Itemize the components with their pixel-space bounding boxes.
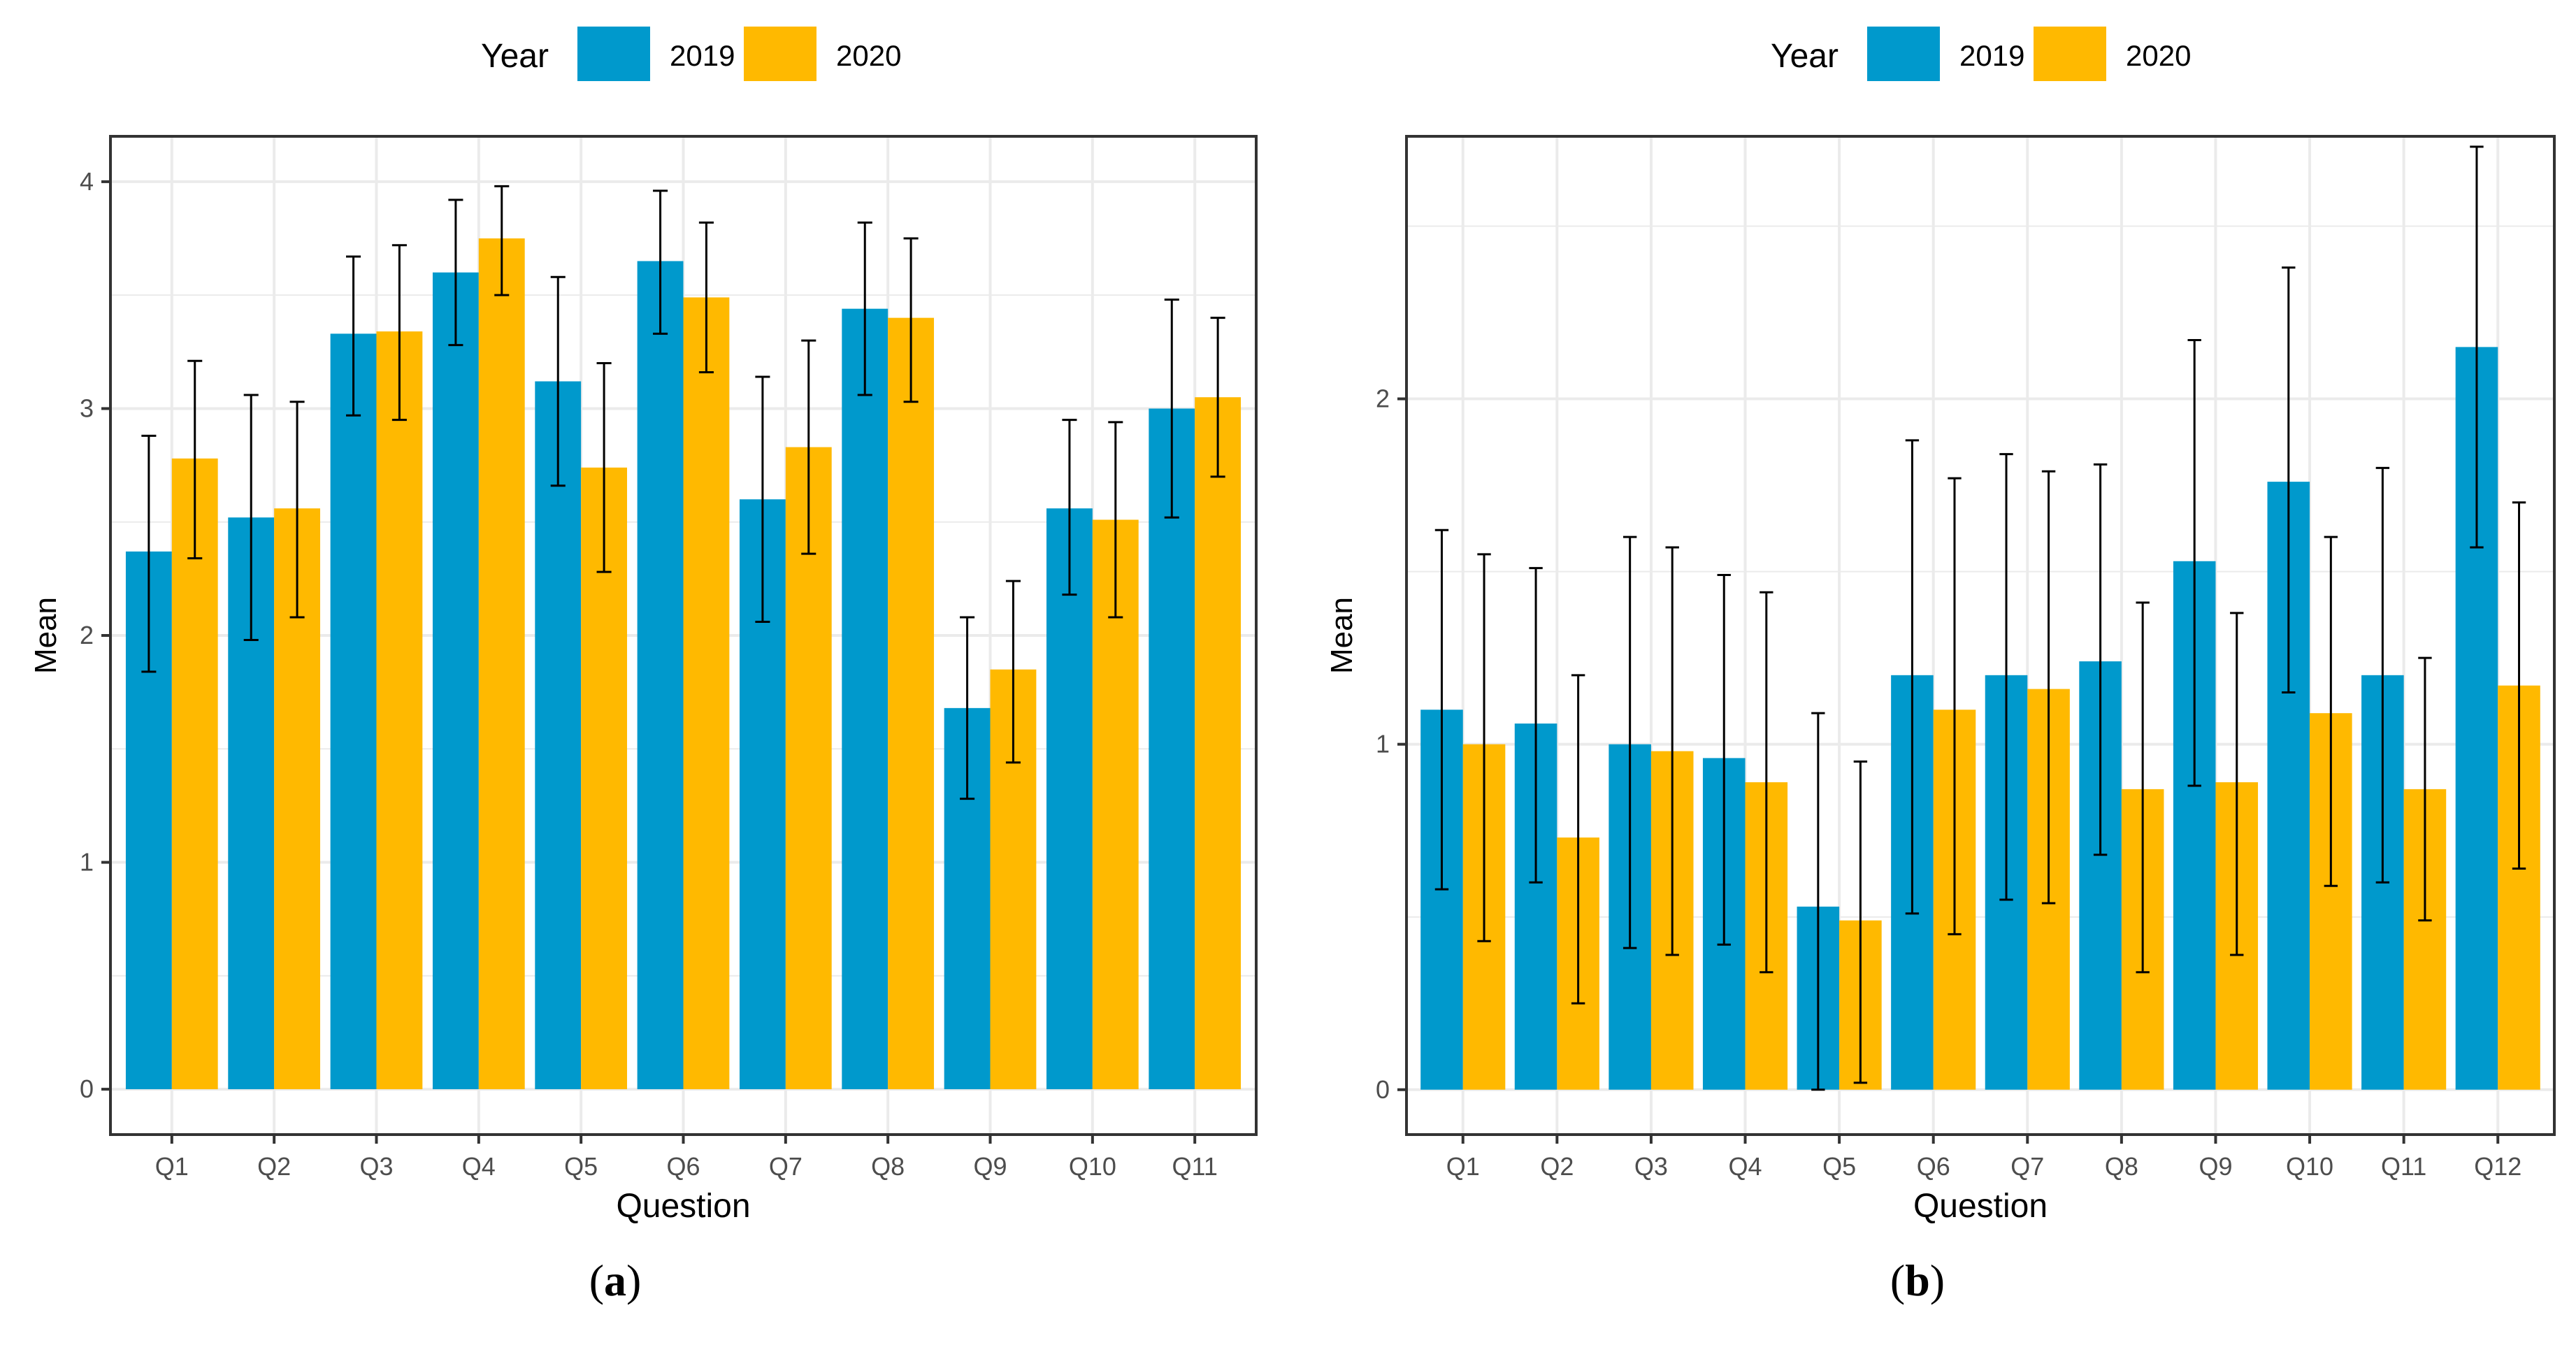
bar-2020-q6 [683,297,730,1090]
bar-2019-q10 [1046,508,1093,1090]
y-tick-label: 2 [1376,384,1390,413]
x-tick-label-q2: Q2 [1540,1152,1574,1181]
bar-2019-q5 [535,381,582,1090]
y-tick-label: 1 [1376,730,1390,758]
x-axis: Q1 Q2 Q3 Q4 Q5 Q6 Q7 Q8 Q9 Q10 Q11 Q12 Question [1446,1135,2521,1225]
x-tick-label-q8: Q8 [871,1152,905,1181]
legend-key-2020 [744,27,816,81]
legend-label-2020: 2020 [2126,39,2191,72]
x-tick-label-q3: Q3 [359,1152,393,1181]
x-tick-label-q9: Q9 [2199,1152,2232,1181]
x-axis: Q1 Q2 Q3 Q4 Q5 Q6 Q7 Q8 Q9 Q10 Q11 Question [155,1135,1218,1225]
x-axis-title: Question [616,1188,750,1225]
y-tick-label: 1 [80,848,94,877]
bar-2019-q11 [1149,408,1195,1090]
y-tick-label: 2 [80,621,94,649]
y-axis: 0 1 2 Mean [1325,384,1406,1104]
legend-key-2020 [2034,27,2106,81]
caption-b: (b) [1890,1256,1945,1305]
bar-2019-q3 [330,333,377,1090]
legend: Year 2019 2020 [481,27,901,81]
y-tick-label: 3 [80,394,94,422]
legend-label-2019: 2019 [1959,39,2024,72]
x-tick-label-q2: Q2 [257,1152,291,1181]
legend-title: Year [481,38,549,75]
x-tick-label-q5: Q5 [1822,1152,1856,1181]
x-tick-label-q11: Q11 [1172,1152,1218,1181]
chart-a: 0 1 2 3 4 Mean Q1 Q2 Q3 Q4 Q5 Q6 Q7 Q8 Q9 Q10 Q11 Questio… [29,27,1258,1225]
y-axis-title: Mean [29,597,63,674]
caption-a-letter: a [604,1256,626,1305]
x-tick-label-q7: Q7 [2010,1152,2044,1181]
x-tick-label-q10: Q10 [1069,1152,1116,1181]
caption-b-letter: b [1905,1256,1930,1305]
x-tick-label-q1: Q1 [155,1152,189,1181]
bar-2019-q4 [432,272,479,1090]
x-tick-label-q5: Q5 [564,1152,598,1181]
x-axis-title: Question [1913,1188,2048,1225]
x-tick-label-q11: Q11 [2381,1152,2426,1181]
y-tick-label: 0 [80,1074,94,1103]
x-tick-label-q3: Q3 [1634,1152,1668,1181]
x-tick-label-q7: Q7 [769,1152,803,1181]
y-axis-title: Mean [1325,597,1359,674]
x-tick-label-q9: Q9 [974,1152,1007,1181]
legend: Year 2019 2020 [1771,27,2191,81]
legend-title: Year [1771,38,1839,75]
caption-a: (a) [589,1256,642,1305]
x-tick-label-q8: Q8 [2105,1152,2138,1181]
x-tick-label-q4: Q4 [462,1152,496,1181]
x-tick-label-q6: Q6 [1917,1152,1950,1181]
legend-label-2020: 2020 [836,39,901,72]
x-tick-label-q10: Q10 [2286,1152,2333,1181]
bar-2020-q11 [1195,397,1242,1090]
legend-key-2019 [1867,27,1940,81]
y-tick-label: 0 [1376,1075,1390,1104]
bar-2019-q8 [842,308,888,1090]
x-tick-label-q4: Q4 [1729,1152,1762,1181]
chart-b: 0 1 2 Mean Q1 Q2 Q3 Q4 Q5 Q6 Q7 Q8 Q9 Q10 Q11 Q12 Questi… [1325,27,2556,1225]
x-tick-label-q6: Q6 [666,1152,700,1181]
y-tick-label: 4 [80,167,94,196]
x-tick-label-q12: Q12 [2474,1152,2521,1181]
error-bars [1434,145,2526,1091]
bar-2020-q4 [478,238,525,1090]
plot-frame [1405,135,2556,1136]
bar-2020-q1 [171,458,218,1090]
legend-key-2019 [577,27,650,81]
bar-2019-q6 [637,261,684,1090]
x-tick-label-q1: Q1 [1446,1152,1480,1181]
error-bars [141,185,1225,800]
bar-2020-q3 [376,331,423,1090]
legend-label-2019: 2019 [670,39,735,72]
bar-2020-q8 [888,317,935,1090]
y-axis: 0 1 2 3 4 Mean [29,167,110,1103]
